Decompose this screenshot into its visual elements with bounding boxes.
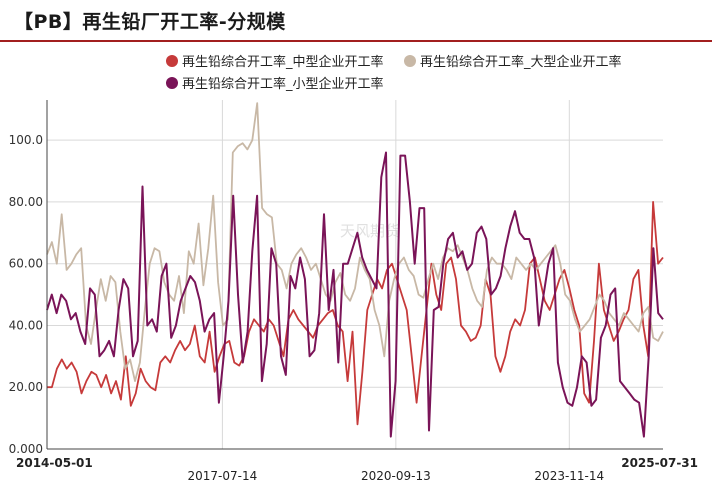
y-tick-label: 0.000: [9, 442, 43, 456]
legend-marker: [404, 55, 416, 67]
watermark: 天风期货: [340, 222, 400, 240]
y-tick-labels: 0.000 20.00 40.00 60.00 80.00 100.0: [9, 133, 43, 456]
legend-marker: [166, 77, 178, 89]
x-tick-label: 2023-11-14: [534, 469, 604, 483]
y-tick-label: 40.00: [9, 318, 43, 332]
x-tick-label: 2014-05-01: [16, 456, 93, 470]
x-tick-label: 2020-09-13: [361, 469, 431, 483]
legend-label: 再生铅综合开工率_中型企业开工率: [182, 54, 384, 70]
y-tick-label: 20.00: [9, 380, 43, 394]
series-lines: [46, 102, 664, 438]
y-tick-label: 100.0: [9, 133, 43, 147]
y-tick-label: 60.00: [9, 257, 43, 271]
series-line-1: [47, 200, 664, 426]
chart-title: 【PB】再生铅厂开工率-分规模: [14, 11, 286, 33]
legend-label: 再生铅综合开工率_小型企业开工率: [182, 76, 384, 92]
x-tick-labels: 2014-05-01 2017-07-14 2020-09-13 2023-11-14…: [16, 456, 698, 483]
legend-marker: [166, 55, 178, 67]
title-underline: [0, 40, 712, 42]
legend-label: 再生铅综合开工率_大型企业开工率: [420, 54, 622, 70]
x-tick-label: 2017-07-14: [188, 469, 258, 483]
y-tick-label: 80.00: [9, 195, 43, 209]
legend: 再生铅综合开工率_中型企业开工率 再生铅综合开工率_大型企业开工率再生铅综合开工率…: [166, 54, 622, 92]
axes: [46, 100, 663, 450]
series-line-3: [46, 151, 664, 438]
series-line-2: [46, 102, 664, 383]
x-tick-label: 2025-07-31: [621, 456, 698, 470]
